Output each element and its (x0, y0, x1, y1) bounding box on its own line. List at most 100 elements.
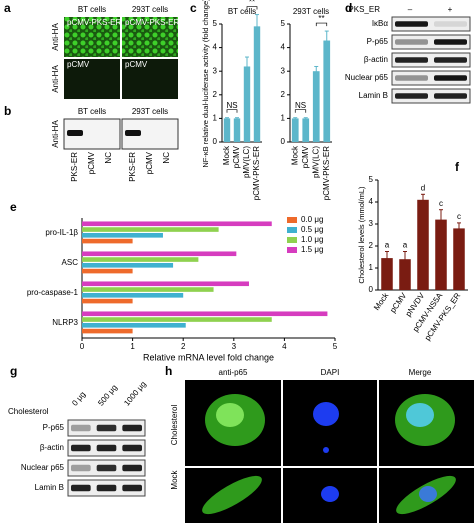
row-label: Cholesterol (170, 405, 179, 446)
row-label: Nuclear p65 (21, 463, 65, 472)
x-tick-label: pCMV (232, 145, 241, 168)
image-label: pCMV (67, 60, 90, 69)
nucleus (406, 403, 434, 427)
image-label: pCMV (125, 60, 148, 69)
lane-label: pCMV (145, 151, 154, 174)
legend-swatch (287, 227, 297, 233)
x-tick-label: 5 (333, 342, 338, 351)
lane-label: NC (162, 152, 171, 164)
band (434, 57, 467, 63)
image-label: pCMV-PKS-ER (125, 18, 179, 27)
y-tick-label: 0 (369, 285, 374, 294)
y-tick-label: 1 (213, 114, 218, 123)
y-tick-label: 4 (281, 43, 286, 52)
image-label: pCMV-PKS-ER (67, 18, 121, 27)
bar (223, 118, 231, 142)
bar (82, 257, 199, 262)
column-label: DAPI (321, 368, 340, 377)
chart-title: 293T cells (293, 7, 329, 16)
lane-label: PKS-ER (128, 152, 137, 182)
nucleus (313, 402, 339, 426)
legend-swatch (287, 247, 297, 253)
row-label: P-p65 (43, 423, 65, 432)
bar (82, 323, 186, 328)
bar (82, 281, 249, 287)
y-tick-label: 5 (369, 175, 374, 184)
band (395, 93, 428, 99)
x-tick-label: 3 (232, 342, 237, 351)
legend-swatch (287, 217, 297, 223)
band (96, 464, 117, 472)
band (395, 57, 428, 63)
column-label: BT cells (78, 5, 106, 14)
bar (82, 233, 163, 238)
bar (233, 118, 241, 142)
bar (82, 227, 219, 232)
lane-label: + (448, 5, 453, 14)
band (395, 39, 428, 45)
blot (391, 16, 471, 32)
header: PKS_ER (348, 5, 380, 14)
legend-label: 0.0 μg (301, 215, 323, 224)
bar (82, 238, 133, 244)
panel-label: a (4, 1, 11, 15)
lane-label: 1000 μg (122, 380, 148, 408)
bar (82, 298, 133, 304)
x-tick-label: 0 (80, 342, 85, 351)
panel-label: b (4, 104, 11, 118)
band (434, 21, 467, 27)
row-label: Nuclear p65 (345, 73, 389, 82)
row-label: Anti-HA (51, 23, 60, 51)
significance: c (439, 199, 443, 208)
significance: d (421, 183, 425, 192)
y-tick-label: 2 (281, 90, 286, 99)
y-tick-label: 3 (369, 219, 374, 228)
panel-label: g (10, 364, 17, 378)
x-tick-label: 4 (282, 342, 287, 351)
bar (312, 71, 320, 142)
nucleus (216, 403, 244, 427)
row-label: IκBα (372, 19, 389, 28)
cell (202, 475, 262, 515)
legend-label: 1.5 μg (301, 245, 323, 254)
band (122, 464, 142, 472)
annotation: NS (295, 101, 306, 110)
bar (82, 328, 133, 334)
band (96, 484, 117, 492)
x-tick-label: pMV(LC) (311, 146, 320, 178)
header: Cholesterol (8, 407, 49, 416)
bar (82, 311, 328, 317)
panel-label: d (345, 1, 352, 15)
row-label: P-p65 (367, 37, 389, 46)
nucleus (321, 486, 339, 502)
panel-label: c (190, 1, 197, 15)
x-tick-label: Mock (290, 145, 299, 165)
bar (302, 118, 310, 142)
y-tick-label: 2 (213, 90, 218, 99)
y-tick-label: 0 (213, 137, 218, 146)
panel-label: f (455, 160, 460, 174)
band (395, 21, 428, 27)
y-tick-label: 5 (213, 19, 218, 28)
micrograph (122, 59, 178, 99)
bar (82, 221, 272, 227)
y-tick-label: pro-caspase-1 (27, 288, 79, 297)
y-axis-label: Cholesterol levels (mmol/mL) (357, 186, 366, 284)
band (395, 75, 428, 81)
blot (391, 34, 471, 50)
legend-label: 1.0 μg (301, 235, 323, 244)
band (434, 75, 467, 81)
significance: a (403, 241, 408, 250)
band (125, 130, 141, 136)
panel-label: h (165, 364, 172, 378)
x-tick-label: 2 (181, 342, 186, 351)
x-tick-label: 1 (130, 342, 135, 351)
y-tick-label: pro-IL-1β (45, 228, 78, 237)
nucleus (419, 486, 437, 502)
nucleus (323, 447, 329, 453)
legend-label: 0.5 μg (301, 225, 323, 234)
blot (391, 52, 471, 68)
bar (435, 219, 447, 290)
column-label: 293T cells (132, 107, 168, 116)
bar (323, 40, 331, 142)
